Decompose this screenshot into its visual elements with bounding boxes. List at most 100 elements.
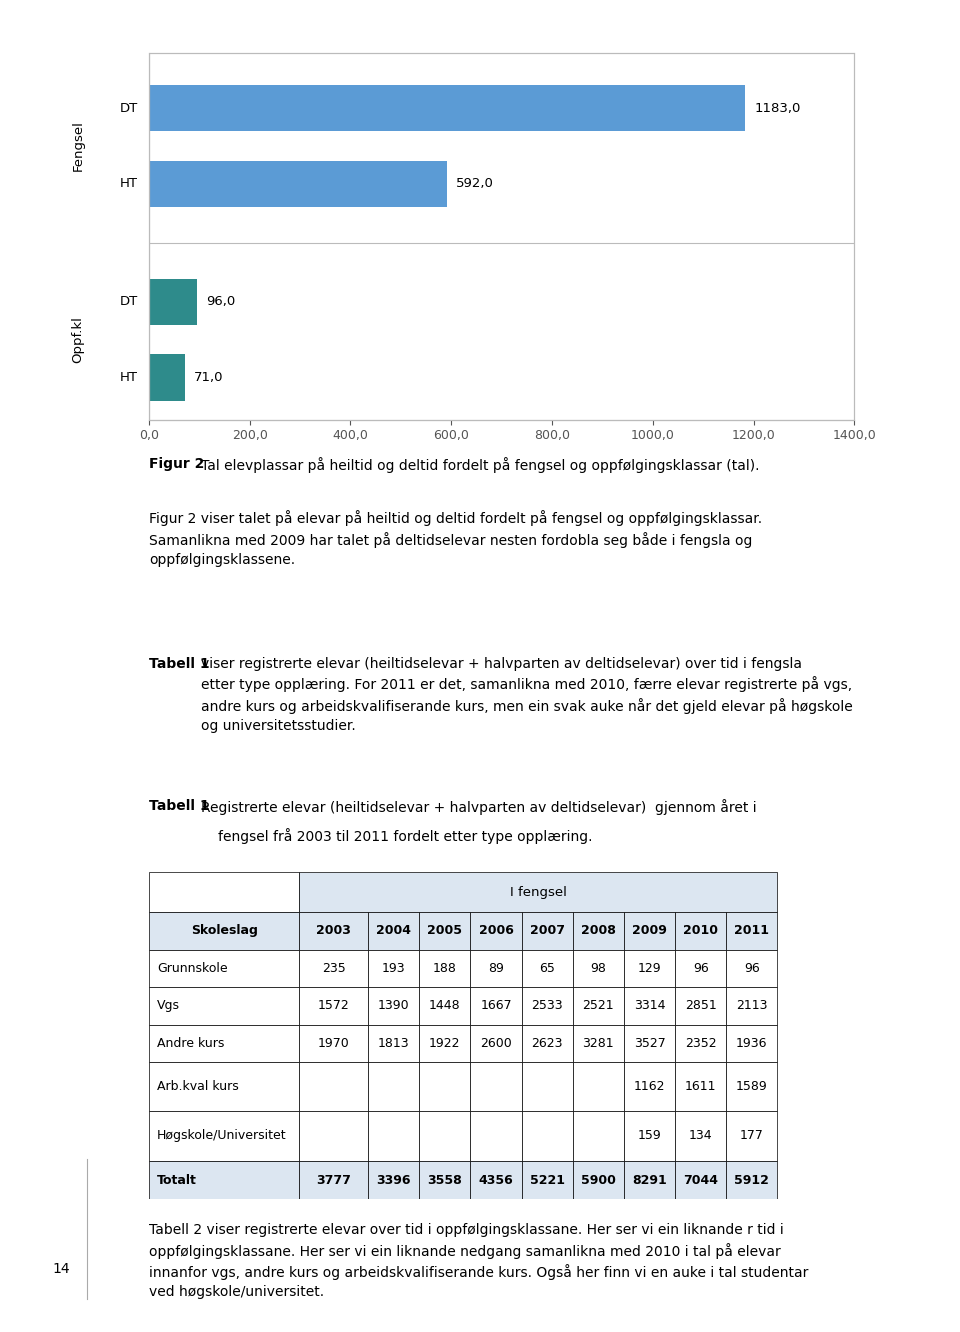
Text: 14: 14 bbox=[53, 1261, 70, 1276]
Text: 2008: 2008 bbox=[581, 924, 615, 938]
Bar bbox=[573, 1024, 624, 1062]
Bar bbox=[470, 987, 521, 1024]
Text: 1667: 1667 bbox=[480, 999, 512, 1012]
Text: Vgs: Vgs bbox=[157, 999, 180, 1012]
Text: 2011: 2011 bbox=[734, 924, 769, 938]
Bar bbox=[675, 987, 727, 1024]
Text: Arb.kval kurs: Arb.kval kurs bbox=[157, 1080, 239, 1092]
Bar bbox=[420, 1024, 470, 1062]
Bar bbox=[573, 912, 624, 950]
Text: 1936: 1936 bbox=[736, 1036, 768, 1050]
Text: 8291: 8291 bbox=[632, 1173, 667, 1187]
Text: Tal elevplassar på heiltid og deltid fordelt på fengsel og oppfølgingsklassar (t: Tal elevplassar på heiltid og deltid for… bbox=[201, 457, 759, 473]
Text: Grunnskole: Grunnskole bbox=[157, 962, 228, 975]
Text: 1611: 1611 bbox=[684, 1080, 716, 1092]
Text: 5221: 5221 bbox=[530, 1173, 564, 1187]
Text: 2521: 2521 bbox=[583, 999, 614, 1012]
Text: 3281: 3281 bbox=[583, 1036, 614, 1050]
Bar bbox=[727, 987, 778, 1024]
Bar bbox=[420, 987, 470, 1024]
Bar bbox=[624, 1062, 675, 1111]
Text: 134: 134 bbox=[689, 1130, 712, 1143]
Text: 3777: 3777 bbox=[317, 1173, 351, 1187]
Text: fengsel frå 2003 til 2011 fordelt etter type opplæring.: fengsel frå 2003 til 2011 fordelt etter … bbox=[218, 829, 592, 844]
Bar bbox=[727, 1024, 778, 1062]
Bar bbox=[368, 912, 420, 950]
Bar bbox=[675, 1111, 727, 1162]
Bar bbox=[624, 1162, 675, 1199]
Text: 96: 96 bbox=[693, 962, 708, 975]
Bar bbox=[675, 1062, 727, 1111]
Bar bbox=[300, 950, 368, 987]
Text: 1970: 1970 bbox=[318, 1036, 349, 1050]
Bar bbox=[149, 950, 300, 987]
Bar bbox=[624, 950, 675, 987]
Bar bbox=[727, 1111, 778, 1162]
Bar bbox=[149, 1162, 300, 1199]
Text: DT: DT bbox=[119, 101, 137, 115]
Text: 1448: 1448 bbox=[429, 999, 461, 1012]
Text: 3314: 3314 bbox=[634, 999, 665, 1012]
Text: 2004: 2004 bbox=[376, 924, 411, 938]
Bar bbox=[624, 1024, 675, 1062]
Bar bbox=[675, 1024, 727, 1062]
Bar bbox=[149, 912, 300, 950]
Bar bbox=[573, 1162, 624, 1199]
Bar bbox=[149, 987, 300, 1024]
Bar bbox=[521, 1162, 573, 1199]
Text: 1589: 1589 bbox=[736, 1080, 768, 1092]
Text: Fengsel: Fengsel bbox=[72, 120, 84, 172]
Bar bbox=[149, 1062, 300, 1111]
Text: Figur 2: Figur 2 bbox=[149, 457, 204, 472]
Bar bbox=[521, 987, 573, 1024]
Bar bbox=[300, 1024, 368, 1062]
Text: 159: 159 bbox=[637, 1130, 661, 1143]
Text: Tabell 1: Tabell 1 bbox=[149, 799, 209, 814]
Bar bbox=[420, 1162, 470, 1199]
Text: Tabell 2 viser registrerte elevar over tid i oppfølgingsklassane. Her ser vi ein: Tabell 2 viser registrerte elevar over t… bbox=[149, 1223, 808, 1299]
Text: Totalt: Totalt bbox=[157, 1173, 197, 1187]
Text: 2010: 2010 bbox=[684, 924, 718, 938]
Bar bbox=[420, 950, 470, 987]
Bar bbox=[470, 1024, 521, 1062]
Bar bbox=[521, 1111, 573, 1162]
Text: DT: DT bbox=[119, 296, 137, 308]
Text: 96: 96 bbox=[744, 962, 759, 975]
Text: 592,0: 592,0 bbox=[456, 177, 494, 190]
Text: 3558: 3558 bbox=[427, 1173, 463, 1187]
Bar bbox=[675, 912, 727, 950]
Bar bbox=[470, 1111, 521, 1162]
Text: 2005: 2005 bbox=[427, 924, 463, 938]
Bar bbox=[624, 987, 675, 1024]
Bar bbox=[368, 1111, 420, 1162]
Text: 2352: 2352 bbox=[684, 1036, 716, 1050]
Bar bbox=[300, 987, 368, 1024]
Bar bbox=[149, 872, 300, 912]
Bar bbox=[470, 1062, 521, 1111]
Text: Figur 2 viser talet på elevar på heiltid og deltid fordelt på fengsel og oppfølg: Figur 2 viser talet på elevar på heiltid… bbox=[149, 510, 762, 567]
Text: 98: 98 bbox=[590, 962, 607, 975]
Bar bbox=[149, 1111, 300, 1162]
Text: 2623: 2623 bbox=[532, 1036, 563, 1050]
Bar bbox=[573, 987, 624, 1024]
Text: 71,0: 71,0 bbox=[194, 372, 223, 384]
Text: Oppf.kl: Oppf.kl bbox=[72, 316, 84, 364]
Bar bbox=[521, 1024, 573, 1062]
Bar bbox=[149, 85, 745, 131]
Bar bbox=[149, 278, 197, 325]
Text: I fengsel: I fengsel bbox=[510, 886, 567, 899]
Bar bbox=[300, 1162, 368, 1199]
Bar bbox=[420, 912, 470, 950]
Text: 1813: 1813 bbox=[378, 1036, 410, 1050]
Bar bbox=[300, 872, 778, 912]
Text: 5912: 5912 bbox=[734, 1173, 769, 1187]
Bar bbox=[368, 1162, 420, 1199]
Text: 1572: 1572 bbox=[318, 999, 349, 1012]
Text: 2533: 2533 bbox=[532, 999, 563, 1012]
Bar bbox=[624, 912, 675, 950]
Bar bbox=[149, 1024, 300, 1062]
Text: viser registrerte elevar (heiltidselevar + halvparten av deltidselevar) over tid: viser registrerte elevar (heiltidselevar… bbox=[201, 657, 852, 733]
Bar bbox=[149, 161, 447, 206]
Bar bbox=[420, 1062, 470, 1111]
Text: 3396: 3396 bbox=[376, 1173, 411, 1187]
